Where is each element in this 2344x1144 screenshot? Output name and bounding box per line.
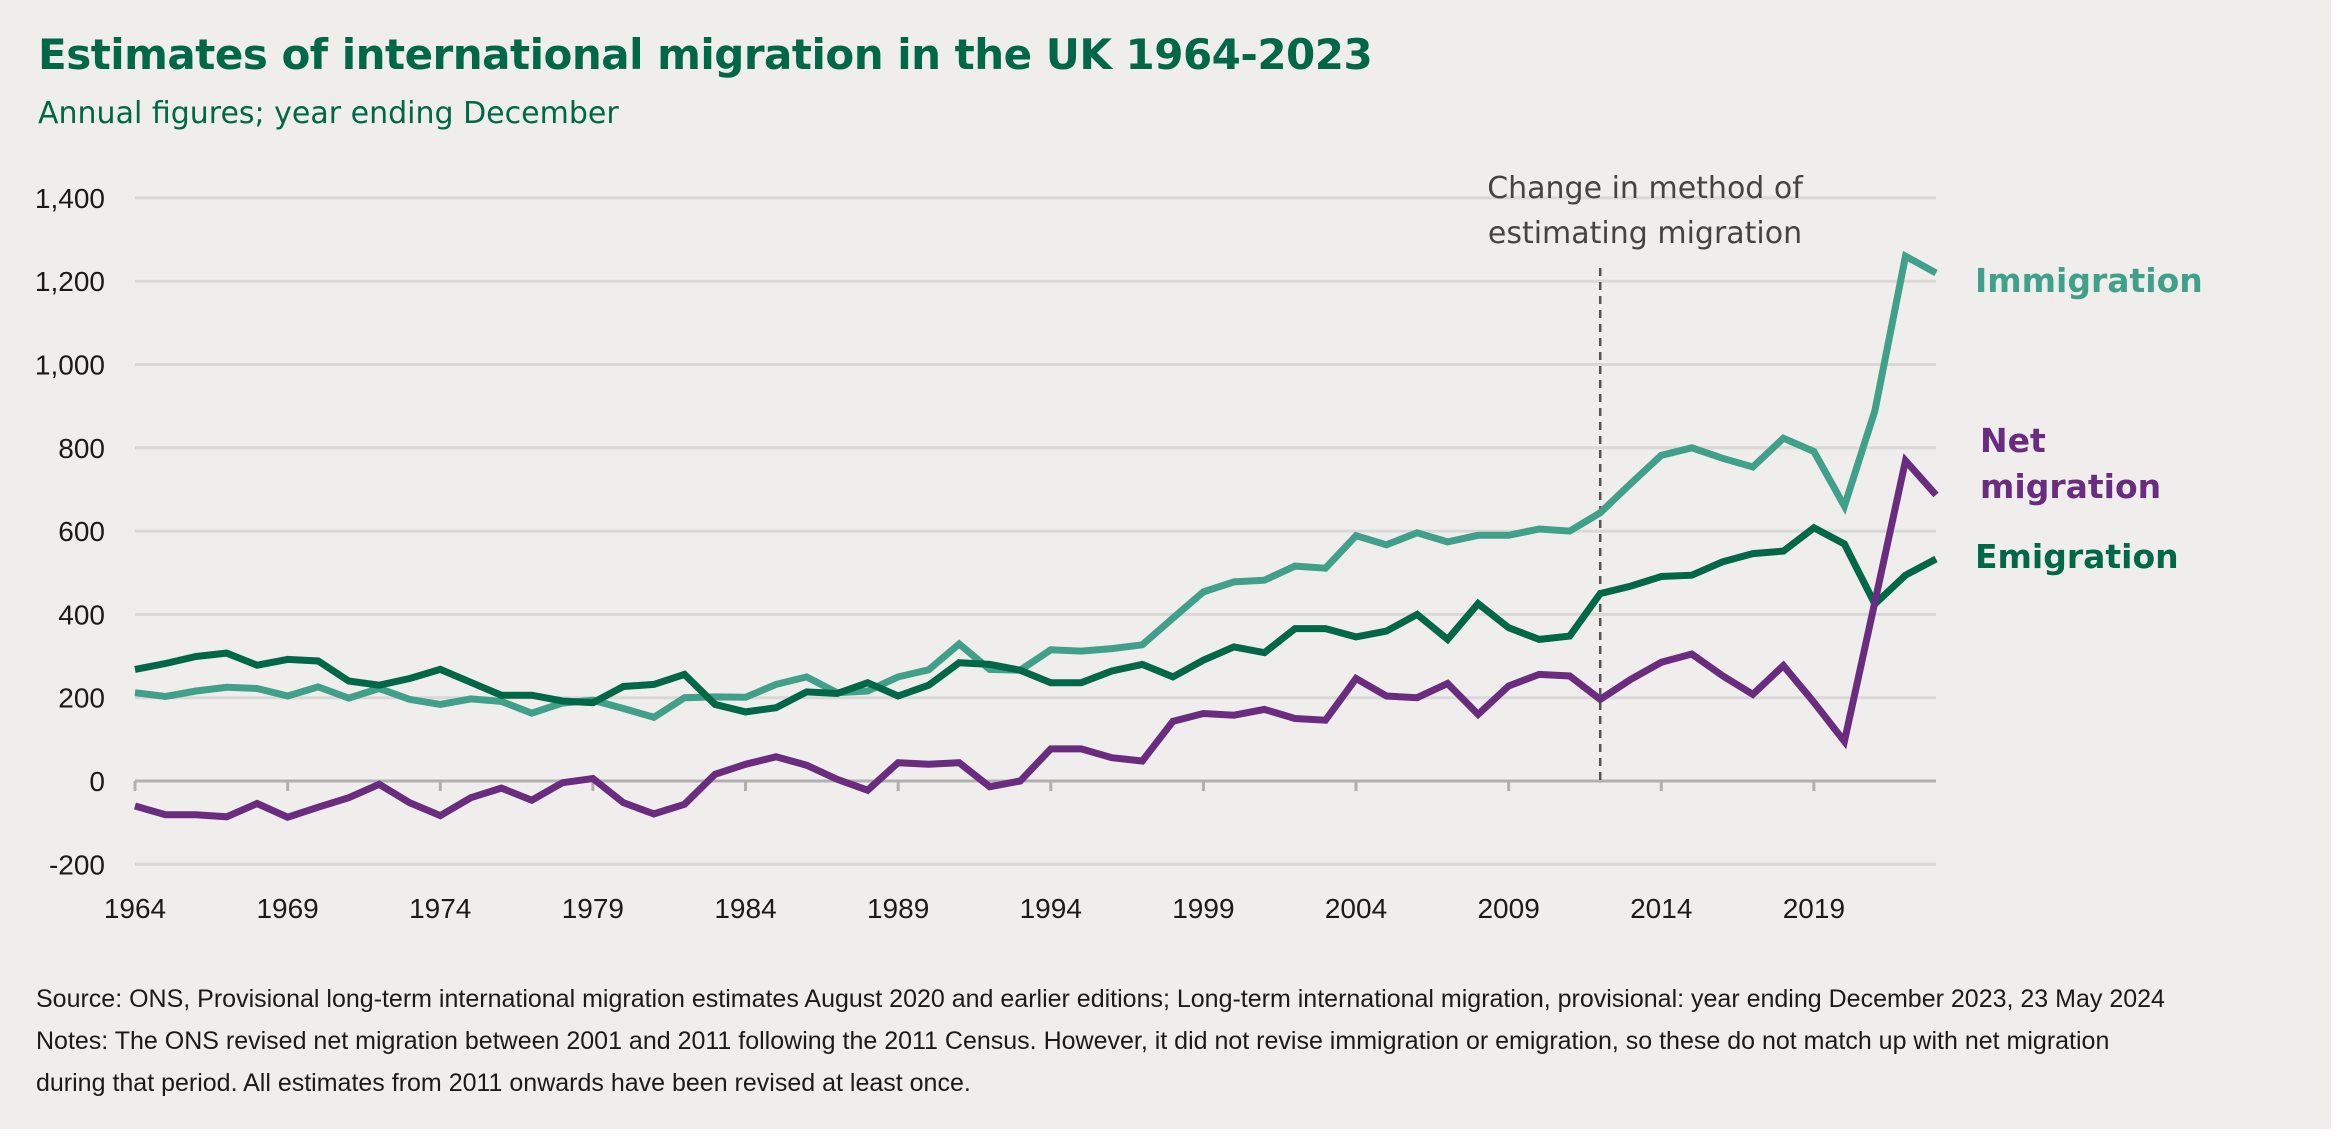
method-change-annotation: Change in method of estimating migration [1487,171,1804,781]
y-tick-label: 400 [58,599,105,630]
annotation-text: Change in method of [1487,171,1804,206]
y-tick-label: 800 [58,433,105,464]
x-tick-label: 2014 [1630,893,1692,924]
x-tick-label: 1964 [104,893,166,924]
series-labels: Immigration Emigration Net migration [1975,261,2203,576]
series-line-net-migration [134,453,1939,821]
y-axis-tick-labels: -200 0 200 400 600 800 1,000 1,200 1,400 [35,183,105,880]
series-line-immigration [134,250,1938,722]
gridlines [135,196,1936,866]
x-tick-label: 2009 [1477,893,1539,924]
series-line-emigration [134,523,1938,716]
x-tick-label: 1984 [714,893,776,924]
chart-title: Estimates of international migration in … [38,30,1373,79]
notes-line-1: Notes: The ONS revised net migration bet… [36,1027,2110,1055]
x-tick-label: 1999 [1172,893,1234,924]
y-tick-label: 1,400 [35,183,105,214]
source-note: Source: ONS, Provisional long-term inter… [36,985,2165,1013]
x-axis: 1964 1969 1974 1979 1984 1989 1994 1999 2004 2009… [104,779,1936,924]
annotation-text: estimating migration [1488,216,1802,251]
x-tick-label: 1974 [409,893,471,924]
series-label-net-migration: Net [1980,421,2046,460]
y-tick-label: -200 [49,849,105,880]
x-tick-label: 2019 [1783,893,1845,924]
chart-footer: Source: ONS, Provisional long-term inter… [36,978,2316,1104]
series-label-net-migration: migration [1980,467,2161,506]
series-lines [134,250,1939,821]
y-tick-label: 0 [89,766,105,797]
y-tick-label: 200 [58,683,105,714]
series-label-emigration: Emigration [1975,537,2179,576]
x-tick-label: 1994 [1020,893,1082,924]
y-tick-label: 1,000 [35,350,105,381]
y-tick-label: 600 [58,516,105,547]
chart-subtitle: Annual figures; year ending December [38,96,619,131]
x-tick-label: 1989 [867,893,929,924]
x-tick-label: 2004 [1325,893,1387,924]
x-tick-label: 1979 [562,893,624,924]
x-tick-label: 1969 [256,893,318,924]
series-label-immigration: Immigration [1975,261,2203,300]
y-tick-label: 1,200 [35,266,105,297]
notes-line-2: during that period. All estimates from 2… [36,1069,971,1097]
